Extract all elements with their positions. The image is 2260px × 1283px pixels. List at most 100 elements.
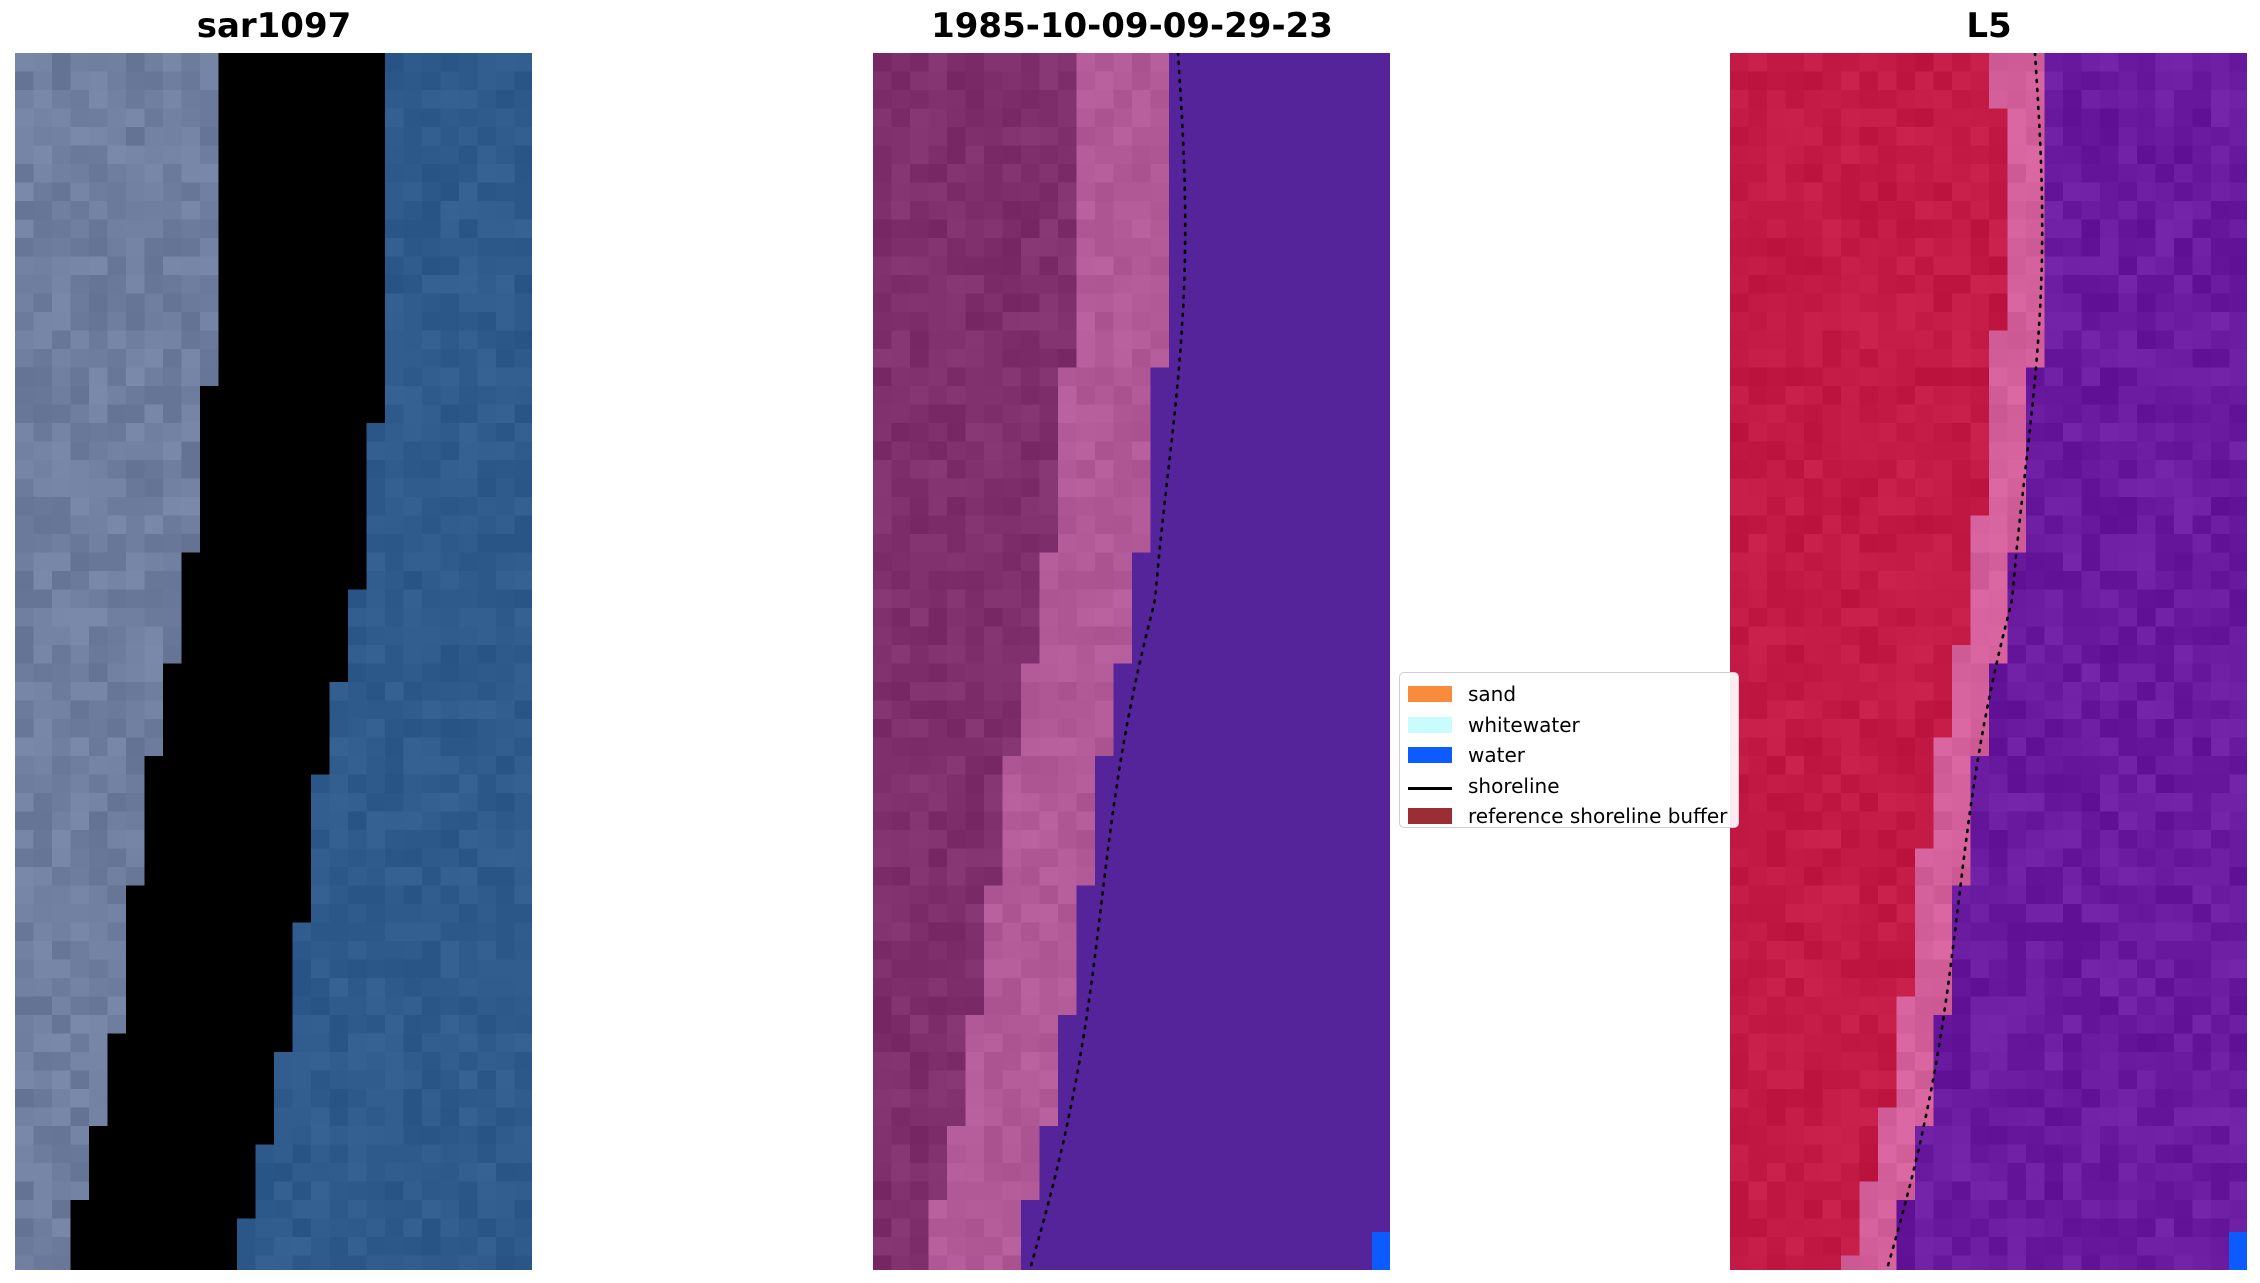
pixel-cell [459,885,479,905]
pixel-cell [1317,904,1337,924]
pixel-cell [2100,460,2120,480]
pixel-cell [1859,793,1879,813]
pixel-cell [366,386,386,406]
pixel-cell [422,645,442,665]
pixel-cell [274,330,294,350]
pixel-cell [1206,1144,1226,1164]
pixel-cell [1767,164,1787,184]
pixel-cell [255,922,275,942]
pixel-cell [1261,959,1281,979]
pixel-cell [33,145,53,165]
pixel-cell [910,571,930,591]
pixel-cell [1785,367,1805,387]
pixel-cell [70,460,90,480]
pixel-cell [1335,589,1355,609]
pixel-cell [1335,867,1355,887]
pixel-cell [107,90,127,110]
pixel-cell [2044,515,2064,535]
pixel-cell [1187,53,1207,73]
pixel-cell [1822,441,1842,461]
pixel-cell [2100,626,2120,646]
pixel-cell [1933,774,1953,794]
pixel-cell [2192,737,2212,757]
pixel-cell [1748,275,1768,295]
pixel-cell [422,330,442,350]
pixel-cell [1804,238,1824,258]
pixel-cell [163,201,183,221]
pixel-cell [1150,404,1170,424]
pixel-cell [891,1255,911,1270]
pixel-cell [329,663,349,683]
pixel-cell [1878,349,1898,369]
pixel-cell [514,1015,532,1035]
pixel-cell [1224,885,1244,905]
pixel-cell [1002,404,1022,424]
pixel-cell [274,312,294,332]
pixel-cell [928,515,948,535]
pixel-cell [15,1052,35,1072]
pixel-cell [385,700,405,720]
pixel-cell [1095,737,1115,757]
pixel-cell [1280,330,1300,350]
pixel-cell [163,386,183,406]
pixel-cell [928,811,948,831]
pixel-cell [459,1163,479,1183]
pixel-cell [1354,1033,1374,1053]
pixel-cell [1150,626,1170,646]
pixel-cell [496,349,516,369]
pixel-cell [1280,1144,1300,1164]
pixel-cell [2137,238,2157,258]
pixel-cell [2192,608,2212,628]
pixel-cell [1132,367,1152,387]
pixel-cell [52,1126,72,1146]
pixel-cell [2155,219,2175,239]
pixel-cell [1372,293,1390,313]
pixel-cell [89,534,109,554]
pixel-cell [1002,1218,1022,1238]
pixel-cell [984,626,1004,646]
pixel-cell [292,423,312,443]
pixel-cell [891,330,911,350]
pixel-cell [163,719,183,739]
pixel-cell [2081,793,2101,813]
pixel-cell [1002,127,1022,147]
pixel-cell [1915,238,1935,258]
pixel-cell [1095,534,1115,554]
pixel-cell [1224,959,1244,979]
pixel-cell [1187,404,1207,424]
pixel-cell [2026,589,2046,609]
pixel-cell [52,108,72,128]
pixel-cell [2007,293,2027,313]
pixel-cell [1150,164,1170,184]
pixel-cell [2192,238,2212,258]
pixel-cell [1730,867,1750,887]
pixel-cell [1280,90,1300,110]
pixel-cell [200,608,220,628]
pixel-cell [1335,1181,1355,1201]
pixel-cell [1841,552,1861,572]
pixel-cell [459,293,479,313]
pixel-cell [311,682,331,702]
pixel-cell [459,663,479,683]
pixel-cell [70,682,90,702]
pixel-cell [2100,238,2120,258]
pixel-cell [1224,589,1244,609]
pixel-cell [1076,53,1096,73]
pixel-cell [2063,71,2083,91]
pixel-cell [1952,423,1972,443]
pixel-cell [107,182,127,202]
pixel-cell [459,90,479,110]
pixel-cell [477,53,497,73]
pixel-cell [274,719,294,739]
pixel-cell [237,552,257,572]
pixel-cell [1317,682,1337,702]
pixel-cell [1317,182,1337,202]
pixel-cell [477,1052,497,1072]
pixel-cell [2007,441,2027,461]
pixel-cell [1804,108,1824,128]
pixel-cell [1021,386,1041,406]
pixel-cell [1952,515,1972,535]
pixel-cell [2192,293,2212,313]
pixel-cell [1021,460,1041,480]
pixel-cell [2007,608,2027,628]
